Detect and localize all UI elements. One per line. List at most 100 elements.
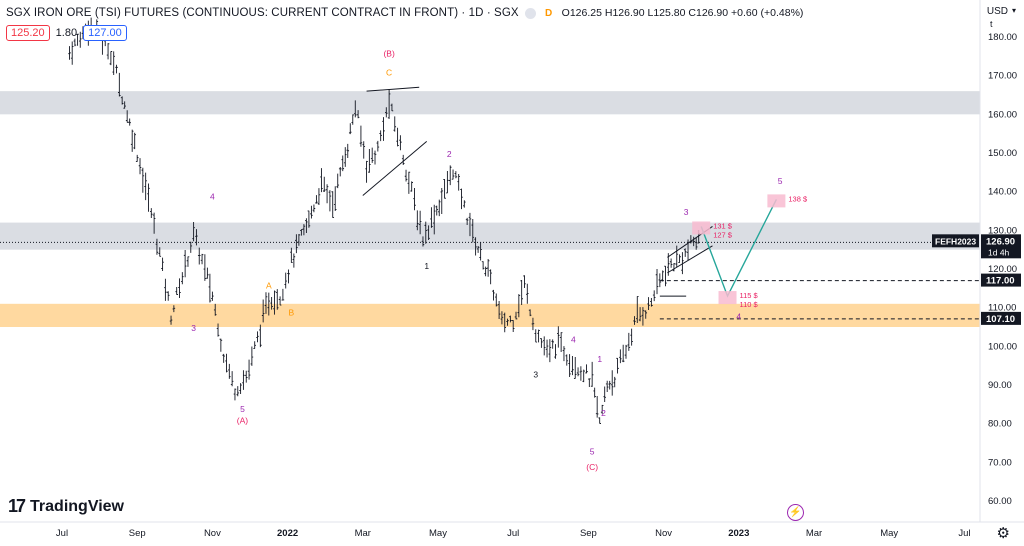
wave-label: (B) [383, 48, 395, 58]
ohlc-bar [189, 241, 193, 253]
ohlc-bar [517, 294, 521, 318]
trendline [667, 245, 713, 274]
wave-label: 3 [191, 323, 196, 333]
ohlc-bar [664, 265, 667, 287]
price-axis[interactable]: 180.00 170.00 160.00 150.00 140.00 130.00 120.… [979, 0, 1017, 522]
support-zone [0, 303, 980, 327]
ohlc-bar [328, 190, 332, 212]
ohlc-bar [387, 88, 391, 119]
brand-name: TradingView [30, 497, 124, 515]
ohlc-bar [534, 329, 538, 343]
ohlc-bar [359, 125, 363, 147]
trendline [366, 86, 420, 92]
ohlc-bar [109, 51, 113, 66]
ohlc-bar [150, 208, 153, 219]
target-label: 127 $ [713, 230, 733, 239]
ohlc-bar [76, 33, 79, 46]
y-tick-label: 100.00 [988, 341, 1017, 352]
ohlc-bar [627, 332, 631, 351]
ohlc-bar [228, 363, 231, 379]
ohlc-bar [545, 339, 549, 358]
ohlc-bar [256, 331, 259, 343]
low-value: L125.80 [647, 7, 686, 19]
y-tick-label: 60.00 [988, 496, 1012, 507]
chart-header: SGX IRON ORE (TSI) FUTURES (CONTINUOUS: … [6, 4, 803, 22]
ohlc-bar [479, 242, 482, 261]
level-tag [981, 273, 1021, 287]
sell-button[interactable]: 125.20 [6, 25, 50, 41]
ohlc-bar [528, 309, 532, 317]
ohlc-bar [275, 289, 279, 310]
tradingview-logo[interactable]: 17 TradingView [8, 496, 124, 517]
x-tick-label: May [429, 528, 447, 539]
ohlc-bar [551, 339, 554, 349]
ohlc-bar [440, 188, 444, 214]
ohlc-bar [554, 344, 557, 359]
ohlc-bar [250, 346, 254, 366]
ohlc-bar [613, 376, 617, 388]
ohlc-bar [511, 320, 515, 332]
high-value: H126.90 [604, 7, 645, 19]
ohlc-bar [557, 326, 560, 348]
resistance-zone [0, 222, 980, 250]
ohlc-bar [141, 167, 145, 193]
ohlc-bar [526, 283, 529, 304]
ohlc-bar [259, 324, 262, 348]
ohlc-bar [652, 290, 656, 302]
ohlc-bar [264, 292, 268, 314]
ohlc-bar [115, 64, 118, 74]
countdown-text: 1d 4h [988, 247, 1010, 257]
ohlc-bar [424, 221, 428, 244]
ohlc-bar [317, 188, 321, 206]
lightning-icon[interactable]: ⚡ [787, 504, 804, 521]
ohlc-bar [616, 357, 619, 374]
symbol-title[interactable]: SGX IRON ORE (TSI) FUTURES (CONTINUOUS: … [6, 7, 519, 19]
gear-icon[interactable]: ⚙ [996, 525, 1010, 542]
ohlc-bar [222, 353, 225, 363]
ohlc-bar [239, 383, 242, 395]
ohlc-bar [474, 237, 477, 256]
ohlc-bar [683, 248, 687, 257]
wave-label: 1 [424, 261, 429, 271]
target-box [767, 194, 786, 208]
ohlc-bar [448, 165, 452, 186]
ohlc-bar [484, 266, 487, 277]
ohlc-bar [399, 135, 402, 151]
ohlc-bar [562, 346, 566, 362]
ohlc-bar [178, 278, 181, 299]
x-tick-label: 2023 [728, 528, 749, 539]
open-value: O126.25 [561, 7, 602, 19]
ohlc-bar [166, 291, 170, 301]
wave-label: 3 [533, 369, 538, 379]
ohlc-bar [175, 286, 178, 295]
ohlc-bar [595, 396, 599, 418]
ohlc-bar [633, 316, 636, 325]
ohlc-bar [588, 378, 591, 387]
y-tick-label: 130.00 [988, 225, 1017, 236]
wave-label: 4 [736, 311, 741, 321]
ohlc-bar [658, 273, 662, 288]
x-tick-label: Nov [204, 528, 221, 539]
wave-label: 4 [210, 191, 215, 201]
ohlc-bar [261, 299, 265, 323]
ohlc-bar [203, 254, 207, 281]
ohlc-bar [600, 404, 604, 414]
ohlc-bar [430, 207, 433, 228]
buy-button[interactable]: 127.00 [83, 25, 127, 41]
ohlc-bar [451, 169, 455, 180]
x-tick-label: Mar [355, 528, 371, 539]
ohlc-bar [494, 293, 498, 307]
currency-selector[interactable]: USD [986, 6, 1008, 17]
ohlc-bar [331, 191, 335, 219]
chevron-down-icon[interactable]: ▾ [1011, 6, 1016, 15]
ohlc-bar [158, 247, 162, 257]
ohlc-bar [675, 245, 679, 268]
time-axis[interactable]: Jul Sep Nov 2022 Mar May Jul Sep Nov 2023 Mar May Ju… [0, 521, 1024, 539]
resistance-zone [0, 91, 980, 115]
ohlc-bar [396, 127, 399, 147]
wave-label: 4 [571, 334, 576, 344]
ohlc-bar [133, 132, 136, 150]
ohlc-bar [130, 129, 134, 152]
ohlc-bar [233, 388, 237, 401]
